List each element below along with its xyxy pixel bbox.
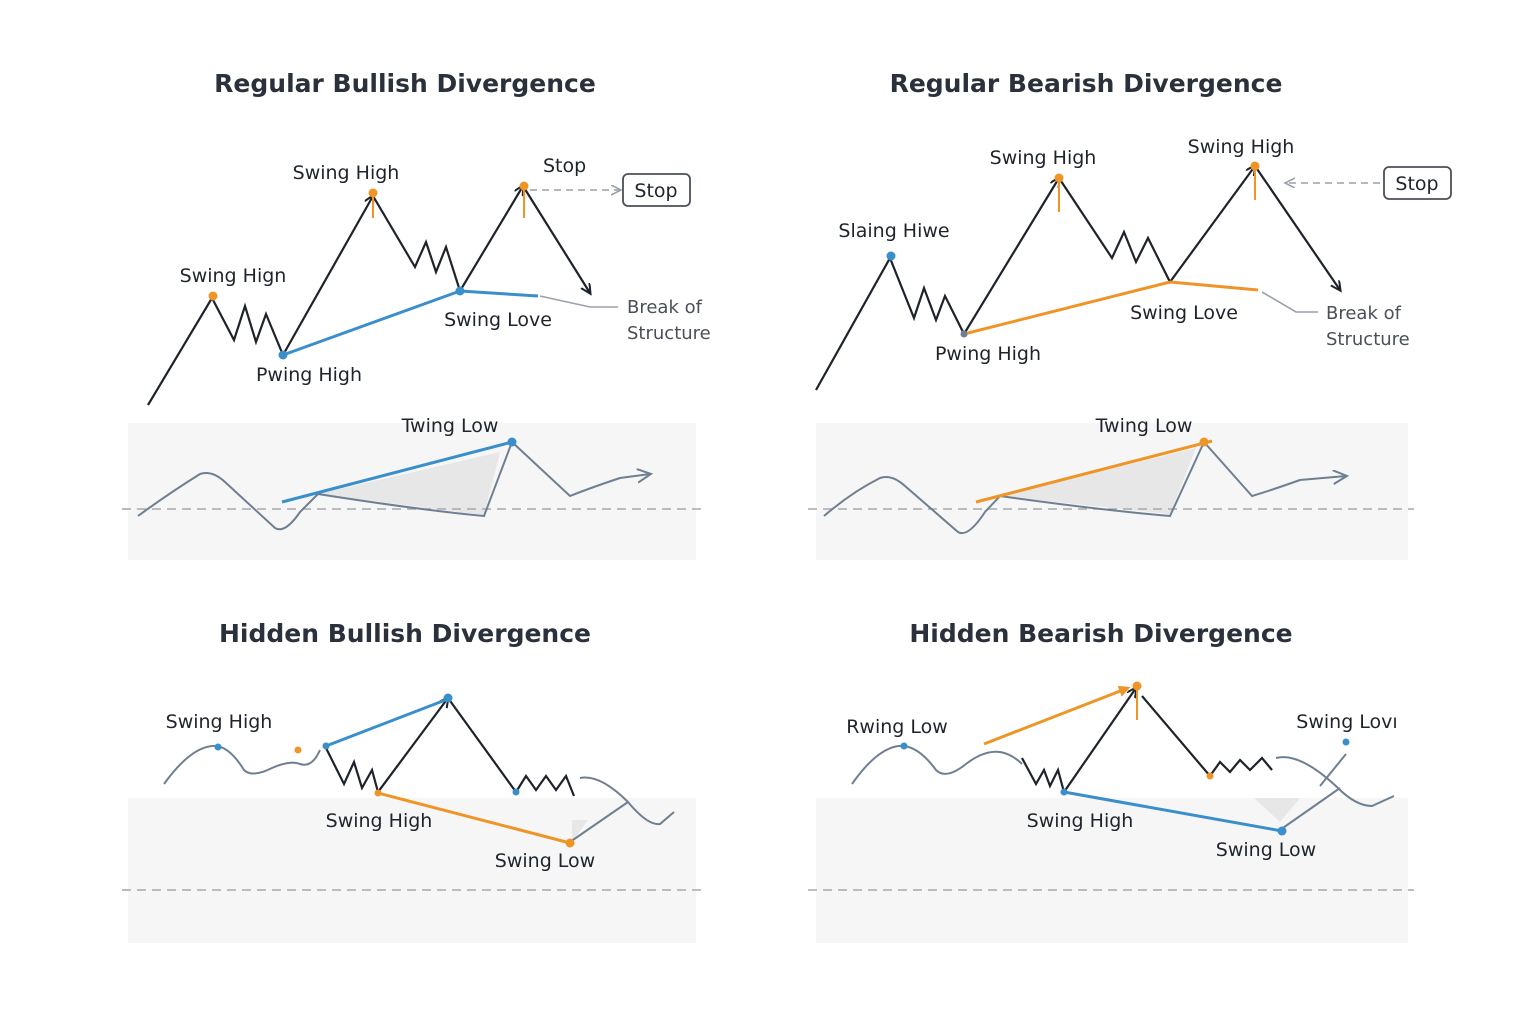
stop-point (519, 181, 529, 191)
divergence-shade (1000, 448, 1196, 514)
oscillator-line (1279, 787, 1341, 831)
swing-high-label: Swing High (1188, 136, 1295, 158)
oscillator-point (1199, 437, 1209, 447)
oscillator-point (507, 437, 517, 447)
swing-high-point (368, 188, 378, 198)
divergence-trendline (963, 280, 1171, 336)
divergence-trendline (1063, 790, 1283, 833)
swing-point (1206, 772, 1214, 780)
swing-low-label: Swing Love (1130, 302, 1238, 324)
panel-title: Hidden Bullish Divergence (219, 619, 591, 648)
panel-title: Regular Bullish Divergence (214, 69, 596, 98)
divergence-trendline (282, 289, 461, 357)
stop-box (1383, 166, 1452, 200)
oscillator-divergence-line (975, 439, 1213, 504)
break-of-structure-label: Break of (1326, 303, 1402, 324)
oscillator-line (851, 744, 1023, 785)
oscillator-label: Twing Low (401, 415, 499, 437)
panel-title: Regular Bearish Divergence (890, 69, 1283, 98)
swing-high-label: Swing High (1027, 810, 1134, 832)
stop-box-label: Stop (634, 180, 677, 202)
stop-box-label: Stop (1395, 173, 1438, 195)
oscillator-panel (128, 798, 696, 943)
structure-line (459, 289, 539, 298)
swing-high-label: Swing High (166, 711, 273, 733)
swing-high-label: Swing High (293, 162, 400, 184)
swing-low-point (455, 286, 465, 296)
pwing-high-label: Pwing High (935, 343, 1041, 365)
swing-point (294, 746, 302, 754)
oscillator-line (823, 440, 1346, 534)
oscillator-line (1275, 756, 1395, 808)
swing-point (322, 742, 330, 750)
oscillator-panel (816, 798, 1408, 943)
price-line-drop (1254, 165, 1340, 290)
swing-point (960, 330, 968, 338)
swing-low-label: Swing Low (495, 850, 595, 872)
panel-regular-bullish: Regular Bullish Divergence Twing Low Sto… (122, 69, 711, 560)
swing-high-point (1250, 161, 1260, 171)
swing-point (1060, 788, 1068, 796)
oscillator-divergence-line (281, 440, 513, 504)
swing-point (900, 742, 908, 750)
oscillator-line (137, 440, 650, 531)
rwing-low-label: Rwing Low (846, 716, 948, 738)
divergence-trendline (325, 697, 449, 748)
break-of-structure-label: Structure (627, 323, 711, 344)
oscillator-line (1319, 753, 1347, 787)
oscillator-label: Twing Low (1095, 415, 1193, 437)
divergence-shade (1254, 798, 1300, 822)
swing-high-point (208, 291, 218, 301)
divergence-shade (572, 820, 588, 842)
swing-high-point (443, 693, 453, 703)
stop-label: Stop (543, 155, 586, 177)
swing-low-label: Swing Love (444, 309, 552, 331)
swing-point (1342, 738, 1350, 746)
hidden-divergence-line (377, 791, 571, 845)
swing-high-point (1054, 173, 1064, 183)
price-line-drop (522, 185, 590, 293)
price-line-mid (1058, 166, 1255, 285)
oscillator-line (579, 776, 629, 803)
price-line-down (447, 697, 576, 797)
price-line-up (147, 196, 373, 406)
swing-low-label: Swing Low (1216, 839, 1316, 861)
swing-high-label: Swing High (326, 810, 433, 832)
price-line-up (325, 698, 448, 795)
hidden-divergence-line (983, 688, 1128, 746)
break-of-structure-label: Structure (1326, 329, 1410, 350)
divergence-shade (318, 452, 500, 515)
slaing-label: Slaing Hiwe (838, 220, 949, 242)
swing-high-label: Swing Hign (180, 265, 287, 287)
oscillator-line (569, 800, 675, 843)
stop-box (622, 173, 691, 207)
swing-point (512, 788, 520, 796)
price-line-mid (372, 186, 523, 294)
swing-high-label: Swing High (990, 147, 1097, 169)
swing-point (214, 743, 222, 751)
price-line-up (1021, 688, 1136, 795)
swing-high-point (1132, 681, 1142, 691)
panel-regular-bearish: Regular Bearish Divergence Twing Low Sto… (808, 69, 1452, 560)
panel-title: Hidden Bearish Divergence (909, 619, 1292, 648)
price-line-up (815, 178, 1059, 391)
swing-low-label: Swing Lovı (1296, 711, 1397, 733)
structure-line (1169, 280, 1259, 292)
swing-point (886, 251, 896, 261)
oscillator-line (163, 744, 321, 785)
panel-hidden-bearish: Hidden Bearish Divergence Rwing Low Swin… (808, 619, 1414, 943)
swing-low-point (1277, 826, 1287, 836)
price-line-down (1141, 695, 1273, 778)
pwing-high-label: Pwing High (256, 364, 362, 386)
break-connector (539, 295, 618, 308)
break-of-structure-label: Break of (627, 297, 703, 318)
panel-hidden-bullish: Hidden Bullish Divergence Swing High Swi… (122, 619, 702, 943)
swing-point (374, 789, 382, 797)
swing-low-point (565, 838, 575, 848)
break-connector (1261, 291, 1318, 313)
swing-low-point (278, 350, 288, 360)
